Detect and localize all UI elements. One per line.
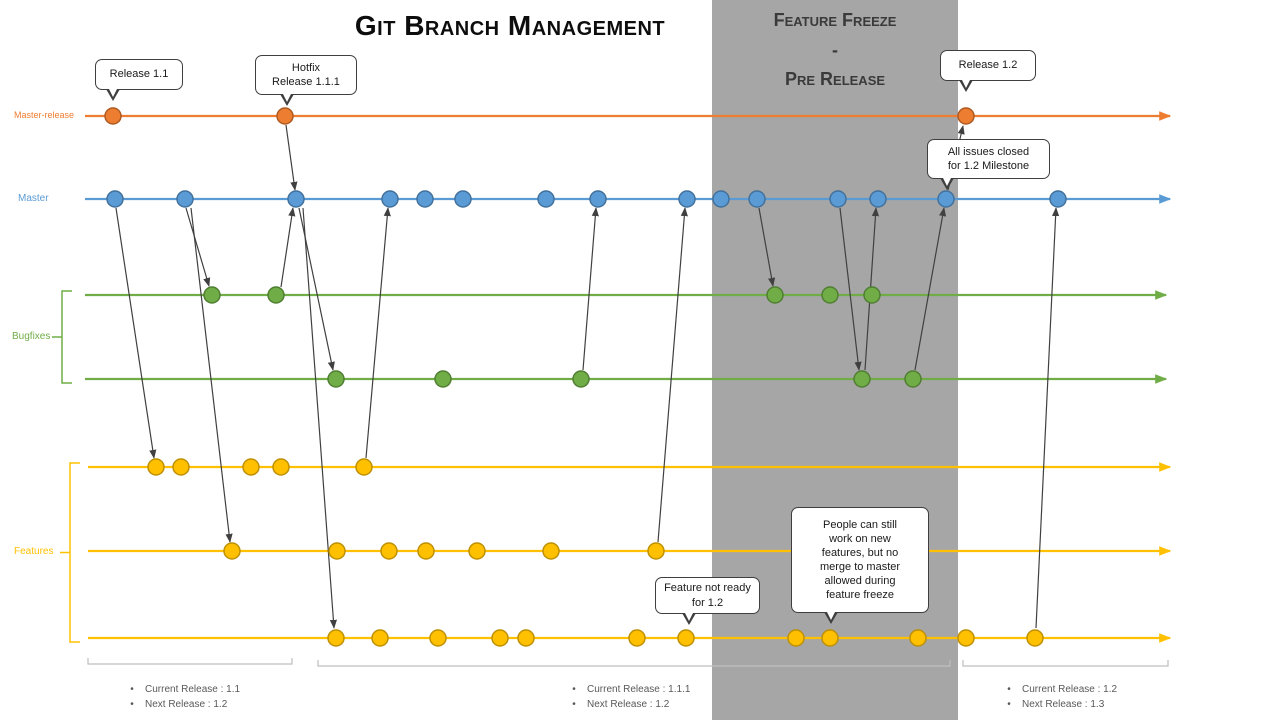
group-bracket-features [69, 462, 80, 643]
commit-dot-master [712, 190, 730, 208]
commit-dot-feature-c [429, 629, 447, 647]
commit-dot-feature-c [1026, 629, 1044, 647]
commit-dot-feature-a [355, 458, 373, 476]
commit-dot-bugfix-a [267, 286, 285, 304]
merge-arrow-14 [947, 125, 965, 191]
group-bracket-bugfixes [61, 290, 72, 384]
commit-dot-feature-b [417, 542, 435, 560]
commit-dot-bugfix-a [766, 286, 784, 304]
merge-arrow-15 [1035, 207, 1060, 629]
commit-dot-master [106, 190, 124, 208]
commit-dot-feature-c [327, 629, 345, 647]
commit-dot-bugfix-b [853, 370, 871, 388]
commit-dot-master [748, 190, 766, 208]
merge-arrow-7 [365, 207, 391, 459]
merge-arrow-3 [285, 124, 298, 191]
commit-dot-feature-b [468, 542, 486, 560]
commit-dot-master [1049, 190, 1067, 208]
commit-dot-bugfix-a [863, 286, 881, 304]
commit-dot-bugfix-a [203, 286, 221, 304]
commit-dot-master-release [276, 107, 294, 125]
commit-dot-bugfix-a [821, 286, 839, 304]
commit-dot-master [678, 190, 696, 208]
commit-dot-feature-b [542, 542, 560, 560]
commit-dot-bugfix-b [434, 370, 452, 388]
commit-dot-master-release [104, 107, 122, 125]
merge-arrow-9 [657, 207, 688, 543]
commit-dot-feature-b [647, 542, 665, 560]
merge-arrow-4 [280, 207, 296, 288]
commit-dot-master [869, 190, 887, 208]
commit-dot-bugfix-b [904, 370, 922, 388]
merge-arrow-13 [914, 207, 947, 371]
commit-dot-master [454, 190, 472, 208]
merge-arrow-2 [190, 207, 233, 543]
commit-dot-master-release [957, 107, 975, 125]
commit-dot-master [176, 190, 194, 208]
commit-dot-feature-c [491, 629, 509, 647]
merge-arrow-1 [185, 207, 211, 287]
commit-dot-feature-c [957, 629, 975, 647]
feature-freeze-label: Feature Freeze - Pre Release [773, 10, 897, 90]
commit-dot-feature-a [242, 458, 260, 476]
commit-dot-feature-b [328, 542, 346, 560]
commit-dot-feature-c [909, 629, 927, 647]
commit-dot-master [937, 190, 955, 208]
commit-dot-bugfix-b [327, 370, 345, 388]
merge-arrow-0 [115, 207, 157, 459]
merge-arrow-6 [302, 207, 337, 629]
commit-dot-feature-a [147, 458, 165, 476]
commit-dot-feature-b [380, 542, 398, 560]
timeline-bracket-1 [317, 660, 951, 667]
commit-dot-bugfix-b [572, 370, 590, 388]
commit-dot-master [537, 190, 555, 208]
commit-dot-master [589, 190, 607, 208]
commit-dot-feature-a [172, 458, 190, 476]
commit-dot-feature-b [223, 542, 241, 560]
merge-arrow-10 [758, 207, 776, 287]
merge-arrow-8 [582, 207, 599, 371]
commit-dot-feature-c [371, 629, 389, 647]
merge-arrow-5 [298, 207, 335, 371]
page-title: Git Branch Management [354, 10, 666, 41]
commit-dot-feature-c [628, 629, 646, 647]
commit-dot-feature-c [787, 629, 805, 647]
commit-dot-feature-c [517, 629, 535, 647]
commit-dot-feature-c [677, 629, 695, 647]
commit-dot-feature-a [272, 458, 290, 476]
commit-dot-master [287, 190, 305, 208]
commit-dot-master [381, 190, 399, 208]
commit-dot-master [416, 190, 434, 208]
timeline-bracket-0 [87, 658, 293, 665]
commit-dot-feature-c [821, 629, 839, 647]
merge-arrow-11 [839, 207, 862, 371]
commit-dot-master [829, 190, 847, 208]
timeline-bracket-2 [962, 660, 1169, 667]
